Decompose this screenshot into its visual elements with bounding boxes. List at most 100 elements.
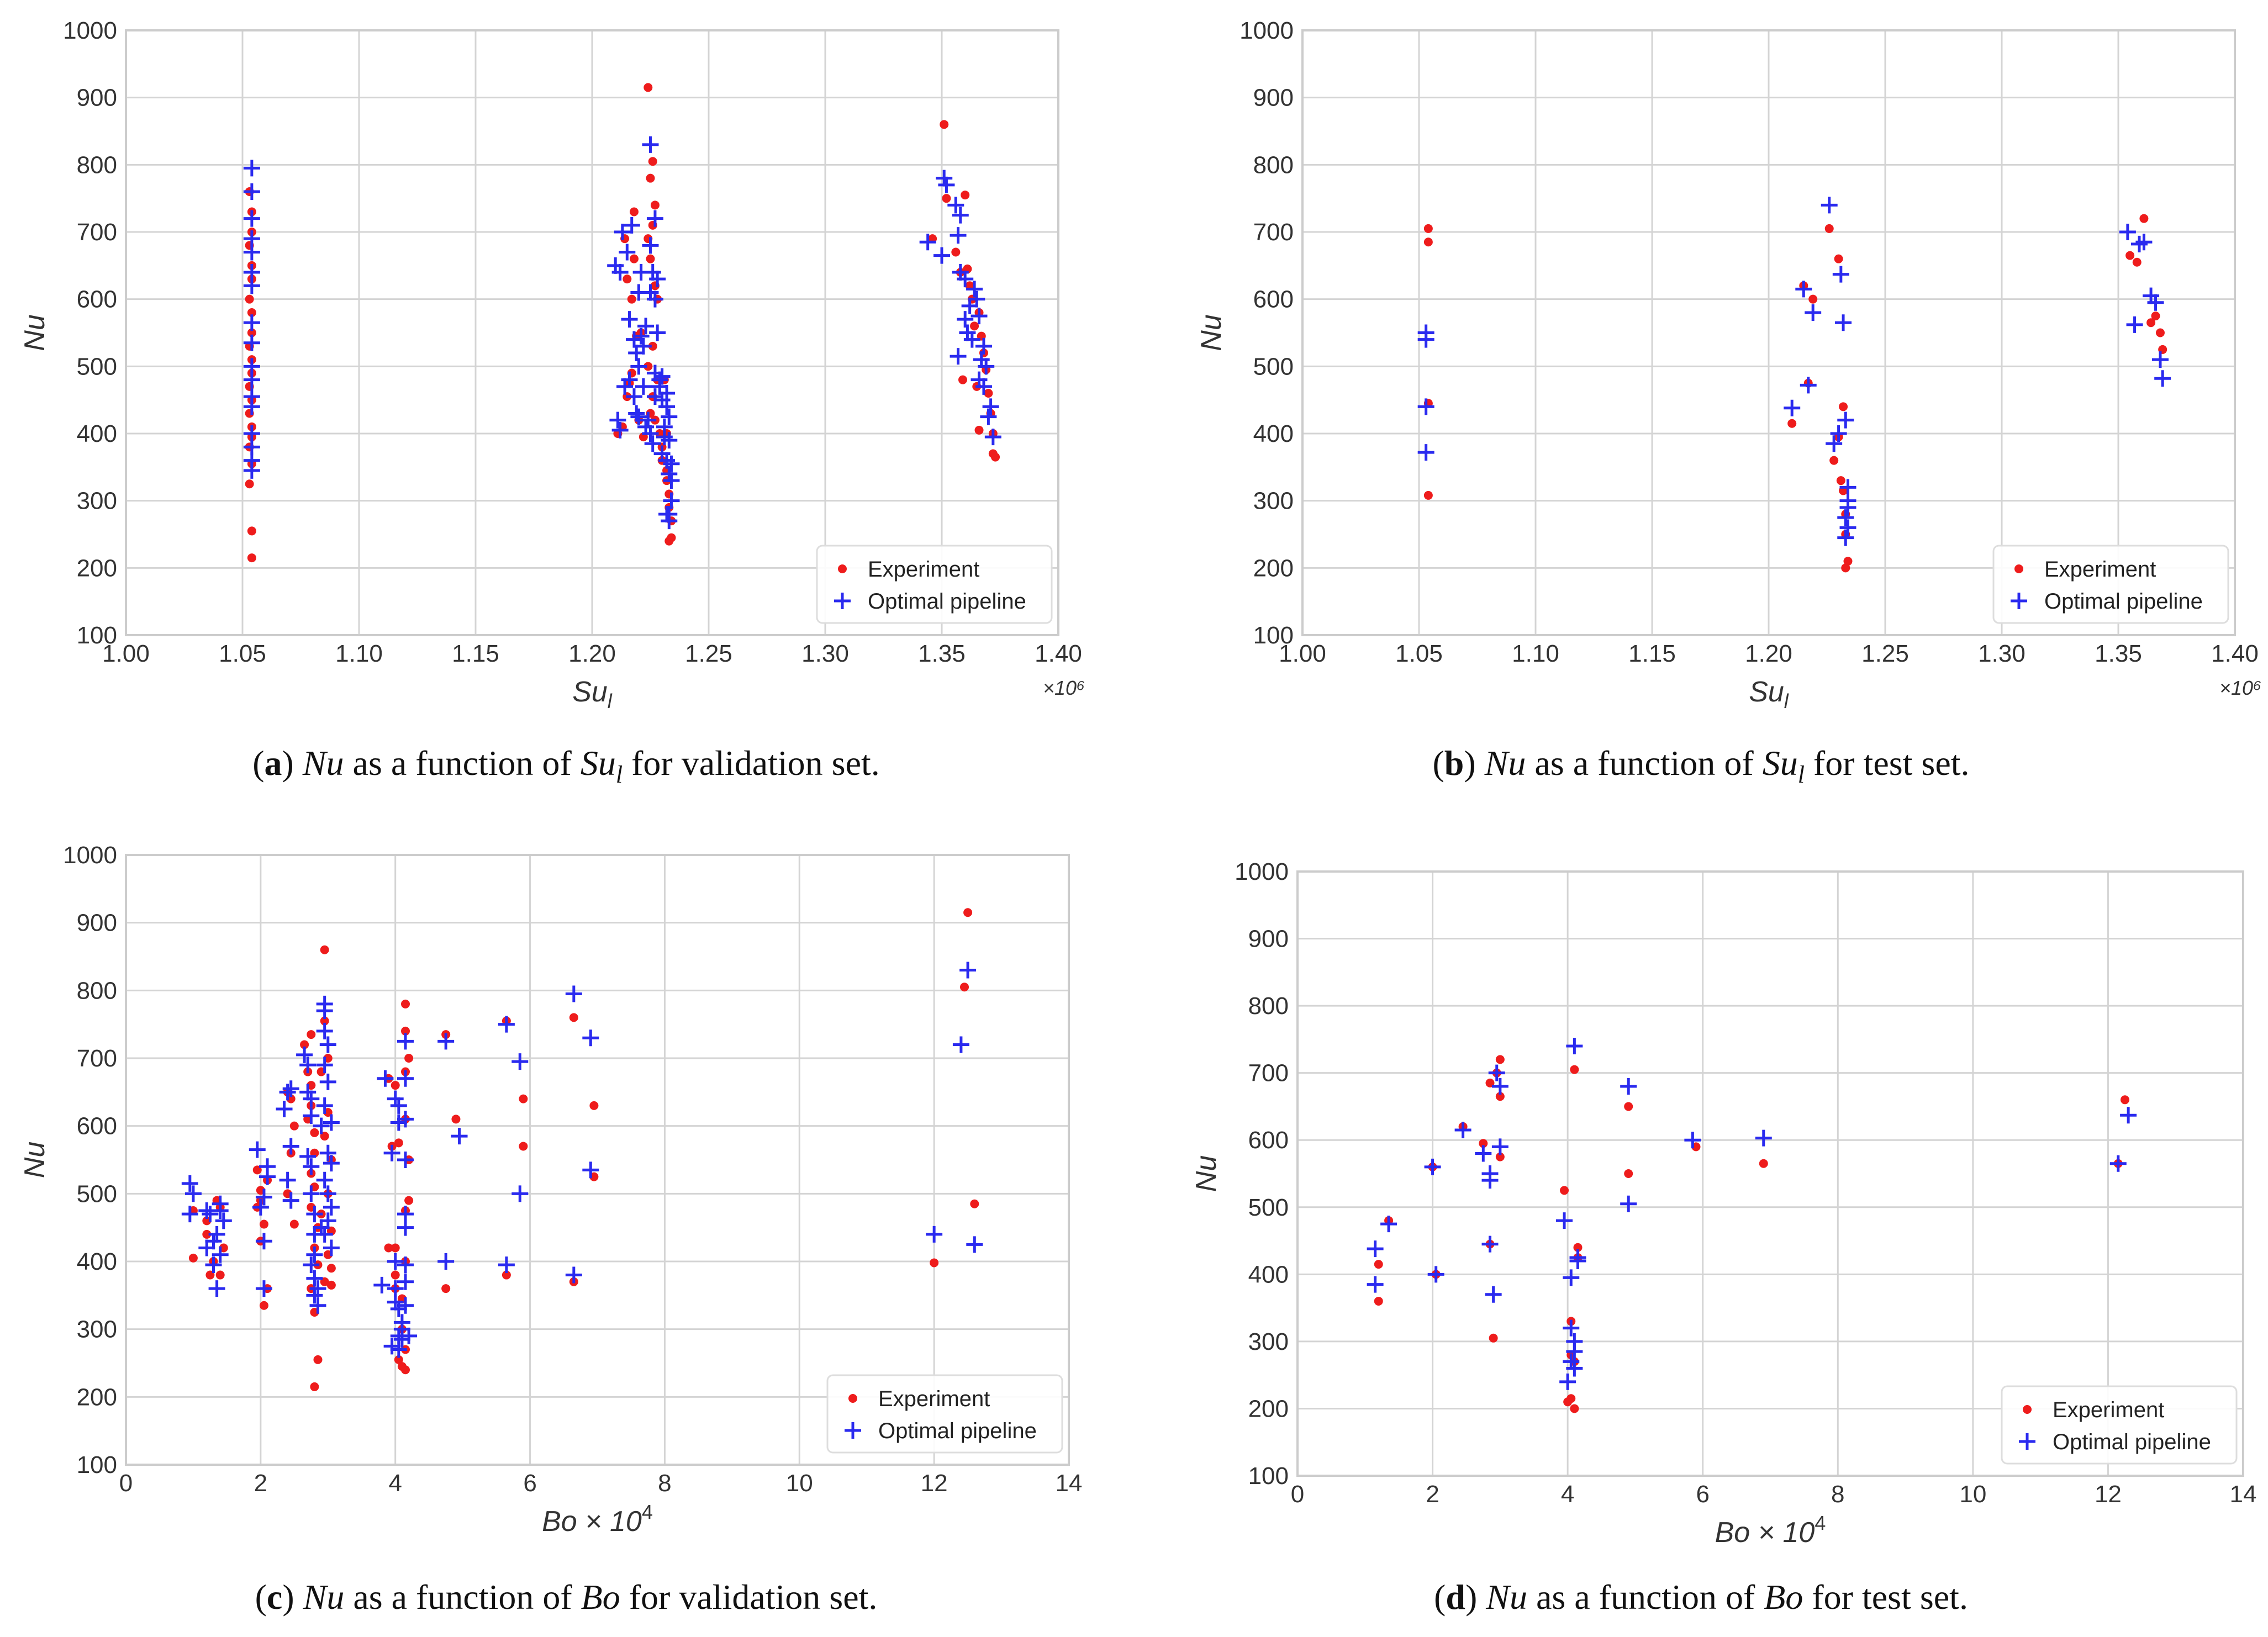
x-tick-label: 12 — [921, 1470, 948, 1497]
x-offset-label: ×10⁶ — [2219, 677, 2261, 699]
x-tick-label: 1.15 — [1628, 640, 1676, 667]
optimal-point — [397, 1219, 414, 1236]
optimal-point — [938, 176, 955, 193]
experiment-point — [623, 274, 632, 284]
series-optimal-pipeline — [243, 136, 1001, 530]
legend-optimal-label: Optimal pipeline — [878, 1419, 1037, 1443]
x-tick-label: 1.40 — [2211, 640, 2259, 667]
optimal-point — [609, 411, 626, 429]
optimal-point — [1417, 398, 1434, 415]
optimal-point — [1620, 1078, 1637, 1095]
optimal-point — [249, 1141, 266, 1158]
experiment-point — [188, 1253, 198, 1263]
optimal-point — [649, 271, 666, 288]
x-tick-label: 10 — [786, 1470, 813, 1497]
optimal-point — [181, 1175, 198, 1192]
optimal-point — [319, 1185, 336, 1202]
optimal-point — [950, 348, 967, 365]
experiment-point — [1841, 563, 1850, 573]
experiment-point — [1573, 1243, 1583, 1252]
optimal-point — [1620, 1195, 1637, 1212]
experiment-point — [391, 1243, 400, 1253]
legend-optimal-label: Optimal pipeline — [2053, 1430, 2211, 1454]
legend-experiment-label: Experiment — [2044, 557, 2156, 582]
experiment-point — [1374, 1296, 1383, 1306]
optimal-point — [644, 435, 661, 452]
y-tick-label: 1000 — [63, 842, 117, 869]
optimal-point — [919, 234, 936, 251]
optimal-point — [663, 492, 680, 509]
experiment-point — [629, 254, 639, 263]
y-tick-label: 1000 — [63, 17, 117, 44]
optimal-point — [377, 1070, 394, 1087]
experiment-point — [1570, 1065, 1579, 1074]
optimal-point — [243, 160, 260, 177]
optimal-point — [623, 216, 640, 234]
optimal-point — [397, 1033, 414, 1050]
experiment-point — [569, 1013, 578, 1022]
y-tick-label: 200 — [1248, 1395, 1289, 1422]
y-axis-label: Nu — [19, 314, 51, 351]
y-tick-label: 900 — [1253, 85, 1294, 112]
optimal-point — [2135, 234, 2153, 251]
experiment-point — [646, 173, 655, 183]
experiment-point — [2146, 318, 2156, 328]
optimal-point — [984, 429, 1001, 446]
optimal-point — [393, 1314, 410, 1331]
optimal-point — [397, 1273, 414, 1290]
x-tick-label: 14 — [1056, 1470, 1083, 1497]
experiment-point — [259, 1301, 268, 1310]
y-tick-label: 800 — [1253, 151, 1294, 178]
optimal-point — [511, 1185, 529, 1202]
y-tick-label: 600 — [77, 286, 117, 313]
optimal-point — [373, 1276, 391, 1293]
optimal-point — [397, 1152, 414, 1168]
experiment-point — [326, 1264, 336, 1273]
optimal-point — [642, 136, 659, 153]
experiment-point — [629, 207, 639, 216]
legend-experiment-marker — [838, 564, 847, 573]
optimal-point — [961, 297, 978, 314]
legend-optimal-label: Optimal pipeline — [2044, 589, 2203, 614]
optimal-point — [1805, 304, 1822, 321]
experiment-point — [589, 1101, 599, 1110]
experiment-point — [2121, 1095, 2129, 1105]
experiment-point — [441, 1284, 451, 1293]
experiment-point — [247, 553, 256, 563]
optimal-point — [611, 421, 629, 439]
experiment-point — [1423, 237, 1433, 247]
y-axis-label: Nu — [1190, 1155, 1222, 1192]
plot-frame — [1301, 29, 2236, 636]
experiment-point — [502, 1270, 511, 1280]
optimal-point — [437, 1253, 455, 1270]
chart-c: 0 2 4 6 8 10 12 14 100 200 300 400 500 600 700 800 900 10… — [19, 842, 1082, 1538]
experiment-point — [320, 1016, 329, 1026]
experiment-point — [394, 1355, 403, 1364]
optimal-point — [975, 378, 992, 395]
optimal-point — [1837, 509, 1854, 526]
optimal-point — [625, 388, 642, 405]
legend-experiment-marker — [848, 1394, 857, 1403]
optimal-point — [397, 1070, 414, 1087]
experiment-point — [664, 536, 674, 546]
optimal-point — [243, 183, 260, 200]
y-tick-label: 400 — [77, 1248, 117, 1275]
optimal-point — [2154, 370, 2171, 387]
experiment-point — [401, 999, 410, 1008]
optimal-point — [1556, 1212, 1573, 1229]
experiment-point — [648, 157, 657, 166]
experiment-point — [961, 191, 970, 200]
optimal-point — [1800, 377, 1817, 394]
experiment-point — [1843, 557, 1853, 566]
experiment-point — [1808, 294, 1818, 304]
optimal-point — [663, 472, 680, 489]
optimal-point — [630, 408, 647, 425]
x-tick-label: 1.35 — [918, 640, 966, 667]
optimal-point — [1367, 1240, 1384, 1258]
x-tick-label: 2 — [1426, 1481, 1439, 1508]
y-tick-label: 400 — [1248, 1261, 1289, 1288]
optimal-point — [1566, 1343, 1583, 1360]
x-tick-label: 0 — [119, 1470, 133, 1497]
experiment-point — [310, 1382, 319, 1391]
optimal-point — [243, 398, 260, 415]
